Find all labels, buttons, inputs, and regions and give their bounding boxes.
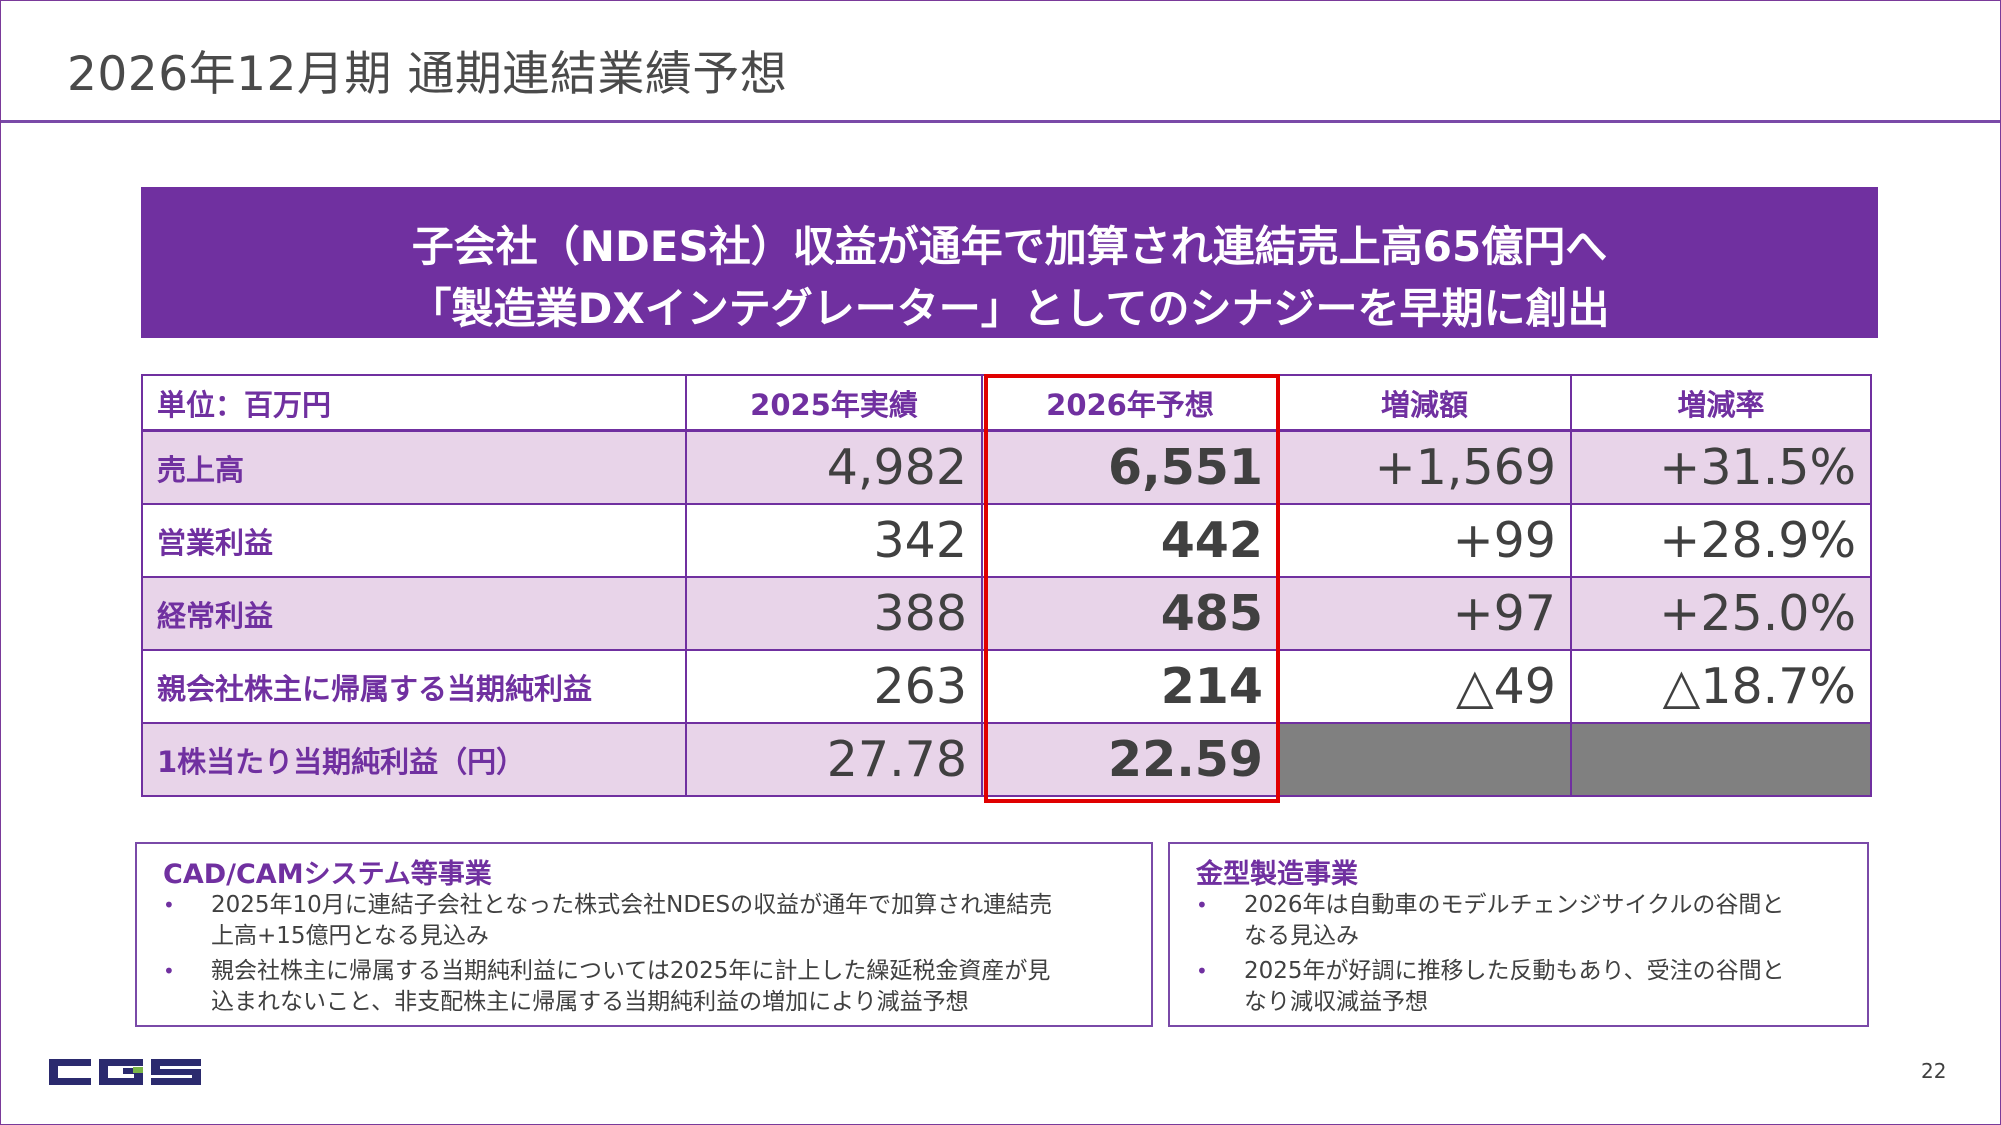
table-row: 親会社株主に帰属する当期純利益 263 214 △49 △18.7% bbox=[141, 649, 1872, 724]
cell-change-rate-na bbox=[1570, 722, 1872, 797]
row-label: 経常利益 bbox=[141, 576, 687, 651]
headline-line-2: 「製造業DXインテグレーター」としてのシナジーを早期に創出 bbox=[409, 284, 1610, 333]
row-label: 売上高 bbox=[141, 429, 687, 505]
header-change-rate: 増減率 bbox=[1570, 374, 1872, 432]
cell-change-amount-na bbox=[1277, 722, 1572, 797]
header-2026-forecast: 2026年予想 bbox=[981, 374, 1279, 432]
table-row: 売上高 4,982 6,551 +1,569 +31.5% bbox=[141, 429, 1872, 505]
cell-change-amount: △49 bbox=[1277, 649, 1572, 724]
cell-change-amount: +1,569 bbox=[1277, 429, 1572, 505]
bullet-item: 2026年は自動車のモデルチェンジサイクルの谷間と なる見込み bbox=[1196, 890, 1785, 952]
cell-2026-forecast: 442 bbox=[981, 503, 1279, 578]
table-row: 経常利益 388 485 +97 +25.0% bbox=[141, 576, 1872, 651]
page-number: 22 bbox=[1921, 1059, 1947, 1083]
segment-bullets-cadcam: 2025年10月に連結子会社となった株式会社NDESの収益が通年で加算され連結売… bbox=[163, 890, 1052, 1022]
cgs-logo-icon bbox=[49, 1059, 201, 1085]
header-unit: 単位：百万円 bbox=[141, 374, 687, 432]
segment-box-mold: 金型製造事業 2026年は自動車のモデルチェンジサイクルの谷間と なる見込み 2… bbox=[1168, 842, 1869, 1027]
table-header-row: 単位：百万円 2025年実績 2026年予想 増減額 増減率 bbox=[141, 374, 1872, 432]
table-row: 1株当たり当期純利益（円） 27.78 22.59 bbox=[141, 722, 1872, 797]
header-change-amount: 増減額 bbox=[1277, 374, 1572, 432]
cell-2026-forecast: 6,551 bbox=[981, 429, 1279, 505]
table-row: 営業利益 342 442 +99 +28.9% bbox=[141, 503, 1872, 578]
cell-2026-forecast: 214 bbox=[981, 649, 1279, 724]
bullet-item: 2025年10月に連結子会社となった株式会社NDESの収益が通年で加算され連結売… bbox=[163, 890, 1052, 952]
row-label: 1株当たり当期純利益（円） bbox=[141, 722, 687, 797]
forecast-table: 単位：百万円 2025年実績 2026年予想 増減額 増減率 売上高 4,982… bbox=[141, 374, 1872, 797]
cell-2025-actual: 342 bbox=[685, 503, 983, 578]
cell-change-amount: +97 bbox=[1277, 576, 1572, 651]
headline-line-1: 子会社（NDES社）収益が通年で加算され連結売上高65億円へ bbox=[411, 222, 1608, 271]
cell-2025-actual: 263 bbox=[685, 649, 983, 724]
headline-banner: 子会社（NDES社）収益が通年で加算され連結売上高65億円へ 「製造業DXインテ… bbox=[141, 187, 1878, 338]
cell-change-rate: +28.9% bbox=[1570, 503, 1872, 578]
cell-2026-forecast: 485 bbox=[981, 576, 1279, 651]
bullet-item: 2025年が好調に推移した反動もあり、受注の谷間と なり減収減益予想 bbox=[1196, 956, 1785, 1018]
row-label: 親会社株主に帰属する当期純利益 bbox=[141, 649, 687, 724]
page-title: 2026年12月期 通期連結業績予想 bbox=[67, 47, 788, 102]
cell-2025-actual: 27.78 bbox=[685, 722, 983, 797]
cell-change-rate: +25.0% bbox=[1570, 576, 1872, 651]
cell-2025-actual: 388 bbox=[685, 576, 983, 651]
cell-2026-forecast: 22.59 bbox=[981, 722, 1279, 797]
cell-2025-actual: 4,982 bbox=[685, 429, 983, 505]
cell-change-amount: +99 bbox=[1277, 503, 1572, 578]
header-2025-actual: 2025年実績 bbox=[685, 374, 983, 432]
segment-title-mold: 金型製造事業 bbox=[1196, 859, 1358, 890]
segment-box-cadcam: CAD/CAMシステム等事業 2025年10月に連結子会社となった株式会社NDE… bbox=[135, 842, 1153, 1027]
cell-change-rate: +31.5% bbox=[1570, 429, 1872, 505]
title-divider bbox=[1, 120, 2000, 123]
cell-change-rate: △18.7% bbox=[1570, 649, 1872, 724]
bullet-item: 親会社株主に帰属する当期純利益については2025年に計上した繰延税金資産が見 込… bbox=[163, 956, 1052, 1018]
segment-title-cadcam: CAD/CAMシステム等事業 bbox=[163, 859, 492, 890]
segment-bullets-mold: 2026年は自動車のモデルチェンジサイクルの谷間と なる見込み 2025年が好調… bbox=[1196, 890, 1785, 1022]
row-label: 営業利益 bbox=[141, 503, 687, 578]
